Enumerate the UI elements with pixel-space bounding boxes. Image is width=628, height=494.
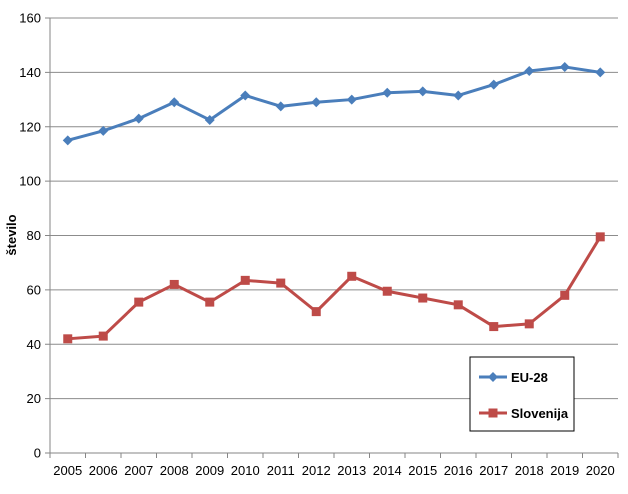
data-point-eu-28 — [595, 67, 606, 78]
data-point-slovenija — [560, 290, 570, 300]
data-point-slovenija — [205, 297, 215, 307]
data-point-eu-28 — [417, 86, 428, 97]
data-point-slovenija — [311, 307, 321, 317]
legend: EU-28 Slovenija — [469, 356, 575, 432]
series-line-eu-28 — [67, 65, 601, 142]
data-point-eu-28 — [346, 94, 357, 105]
data-point-slovenija — [595, 232, 605, 242]
y-tick-label: 20 — [27, 391, 41, 406]
y-tick-label: 160 — [19, 11, 41, 26]
y-tick-labels: 0 20 40 60 80 100 120 140 160 — [19, 11, 41, 461]
x-tick-label: 2008 — [160, 463, 189, 478]
x-tick-label: 2016 — [444, 463, 473, 478]
data-point-eu-28 — [169, 97, 180, 108]
x-tick-label: 2005 — [53, 463, 82, 478]
legend-box — [469, 356, 575, 432]
data-point-eu-28 — [311, 97, 322, 108]
x-tick-label: 2006 — [89, 463, 118, 478]
y-tick-label: 60 — [27, 282, 41, 297]
data-point-slovenija — [382, 286, 392, 296]
x-tick-labels: 2005 2006 2007 2008 2009 2010 2011 2012 2013 2014… — [49, 453, 619, 478]
data-point-eu-28 — [204, 114, 215, 125]
x-tick-label: 2013 — [337, 463, 366, 478]
x-tick-label: 2010 — [231, 463, 260, 478]
legend-marker-slovenija — [488, 408, 498, 418]
data-point-slovenija — [453, 300, 463, 310]
data-point-eu-28 — [524, 66, 535, 77]
y-tick-label: 100 — [19, 174, 41, 189]
data-point-eu-28 — [488, 79, 499, 90]
data-point-eu-28 — [275, 101, 286, 112]
data-point-eu-28 — [133, 113, 144, 124]
data-point-slovenija — [240, 275, 250, 285]
data-point-eu-28 — [382, 87, 393, 98]
series-slovenija — [63, 232, 605, 344]
y-tick-label: 80 — [27, 228, 41, 243]
data-point-slovenija — [169, 279, 179, 289]
x-tick-label: 2009 — [195, 463, 224, 478]
data-point-slovenija — [63, 334, 73, 344]
x-tick-label: 2007 — [124, 463, 153, 478]
data-point-slovenija — [524, 319, 534, 329]
y-tick-label: 40 — [27, 337, 41, 352]
y-tick-label: 0 — [34, 446, 41, 461]
y-tick-label: 120 — [19, 119, 41, 134]
series-eu-28 — [62, 61, 606, 146]
x-tick-label: 2017 — [479, 463, 508, 478]
data-point-slovenija — [98, 331, 108, 341]
x-tick-label: 2019 — [550, 463, 579, 478]
x-tick-label: 2011 — [267, 463, 295, 478]
data-point-slovenija — [489, 322, 499, 332]
y-axis-label: število — [4, 214, 19, 255]
data-point-slovenija — [276, 278, 286, 288]
x-tick-label: 2018 — [515, 463, 544, 478]
data-point-slovenija — [418, 293, 428, 303]
series-line-slovenija — [67, 236, 602, 341]
series-group — [62, 61, 606, 344]
x-tick-label: 2015 — [408, 463, 437, 478]
data-point-eu-28 — [98, 125, 109, 136]
data-point-eu-28 — [240, 90, 251, 101]
legend-label-eu-28: EU-28 — [511, 370, 548, 385]
data-point-slovenija — [347, 271, 357, 281]
data-point-eu-28 — [62, 135, 73, 146]
x-tick-label: 2014 — [373, 463, 402, 478]
x-tick-label: 2020 — [586, 463, 615, 478]
data-point-eu-28 — [559, 61, 570, 72]
data-point-slovenija — [134, 297, 144, 307]
y-tick-label: 140 — [19, 65, 41, 80]
data-point-eu-28 — [453, 90, 464, 101]
legend-label-slovenija: Slovenija — [511, 406, 569, 421]
legend-marker-eu-28 — [488, 372, 498, 382]
x-tick-label: 2012 — [302, 463, 331, 478]
